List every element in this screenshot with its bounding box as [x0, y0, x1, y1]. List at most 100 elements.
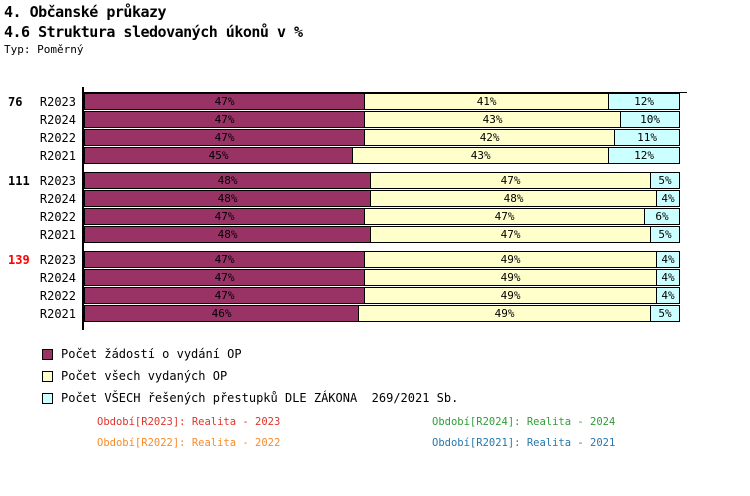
chart-legend: Počet žádostí o vydání OP Počet všech vyd…: [42, 343, 458, 409]
period-label: R2023: [39, 173, 76, 188]
legend-item: Počet žádostí o vydání OP: [42, 343, 458, 365]
footnote: Období[R2022]: Realita - 2022: [97, 437, 281, 449]
bar-row: R2023 47% 49% 4%: [0, 251, 750, 268]
y-axis-line: [82, 87, 84, 330]
bar-row: R2021 48% 47% 5%: [0, 226, 750, 243]
segment-value-label: 43%: [470, 149, 491, 162]
bar-segment: 10%: [620, 111, 680, 128]
segment-value-label: 4%: [661, 192, 675, 205]
segment-value-label: 5%: [658, 307, 672, 320]
legend-item: Počet všech vydaných OP: [42, 365, 458, 387]
segment-value-label: 42%: [479, 131, 500, 144]
bar-track: 47% 49% 4%: [84, 251, 680, 268]
period-label: R2024: [39, 270, 76, 285]
segment-value-label: 12%: [634, 149, 655, 162]
bar-group: 111 R2023 48% 47% 5% R2024 48% 48% 4% R2022 47% 47%…: [0, 172, 750, 243]
bar-track: 47% 42% 11%: [84, 129, 680, 146]
segment-value-label: 47%: [214, 131, 235, 144]
segment-value-label: 11%: [637, 131, 658, 144]
top-axis-line: [84, 92, 687, 93]
bar-segment: 5%: [650, 305, 680, 322]
bar-segment: 47%: [370, 172, 652, 189]
bar-track: 46% 49% 5%: [84, 305, 680, 322]
bar-segment: 43%: [364, 111, 622, 128]
bar-row: R2024 47% 49% 4%: [0, 269, 750, 286]
bar-track: 47% 41% 12%: [84, 93, 680, 110]
segment-value-label: 5%: [658, 228, 672, 241]
bar-row: R2021 46% 49% 5%: [0, 305, 750, 322]
bar-track: 48% 47% 5%: [84, 226, 680, 243]
bar-segment: 45%: [84, 147, 354, 164]
bar-segment: 5%: [650, 172, 680, 189]
segment-value-label: 6%: [655, 210, 669, 223]
segment-value-label: 47%: [214, 271, 235, 284]
bar-segment: 48%: [84, 226, 372, 243]
segment-value-label: 46%: [211, 307, 232, 320]
bar-segment: 48%: [370, 190, 658, 207]
bar-segment: 4%: [656, 190, 680, 207]
bar-segment: 48%: [84, 190, 372, 207]
bar-row: R2022 47% 47% 6%: [0, 208, 750, 225]
bar-row: R2021 45% 43% 12%: [0, 147, 750, 164]
segment-value-label: 4%: [661, 253, 675, 266]
bar-track: 48% 47% 5%: [84, 172, 680, 189]
legend-swatch: [42, 370, 53, 382]
bar-track: 47% 47% 6%: [84, 208, 680, 225]
segment-value-label: 49%: [494, 307, 515, 320]
bar-segment: 43%: [352, 147, 610, 164]
period-label: R2021: [39, 306, 76, 321]
bar-row: R2024 48% 48% 4%: [0, 190, 750, 207]
bar-group: 76 R2023 47% 41% 12% R2024 47% 43% 10% R2022 47% 42…: [0, 93, 750, 164]
bar-segment: 47%: [84, 287, 366, 304]
legend-label: Počet žádostí o vydání OP: [61, 347, 242, 361]
chart-title: 4.6 Struktura sledovaných úkonů v %: [4, 23, 303, 41]
segment-value-label: 4%: [661, 271, 675, 284]
segment-value-label: 47%: [214, 95, 235, 108]
bar-track: 47% 49% 4%: [84, 269, 680, 286]
segment-value-label: 41%: [476, 95, 497, 108]
legend-swatch: [42, 392, 53, 404]
legend-item: Počet VŠECH řešených přestupků DLE ZÁKON…: [42, 387, 458, 409]
bar-segment: 42%: [364, 129, 616, 146]
bar-segment: 49%: [364, 269, 658, 286]
segment-value-label: 47%: [494, 210, 515, 223]
bar-groups: 76 R2023 47% 41% 12% R2024 47% 43% 10% R2022 47% 42…: [0, 93, 750, 330]
bar-group: 139 R2023 47% 49% 4% R2024 47% 49% 4% R2022 47% 49%…: [0, 251, 750, 322]
segment-value-label: 47%: [214, 253, 235, 266]
bar-segment: 11%: [614, 129, 680, 146]
bar-row: R2022 47% 42% 11%: [0, 129, 750, 146]
bar-segment: 4%: [656, 287, 680, 304]
segment-value-label: 47%: [214, 210, 235, 223]
bar-segment: 47%: [364, 208, 646, 225]
segment-value-label: 49%: [500, 271, 521, 284]
bar-segment: 12%: [608, 93, 680, 110]
segment-value-label: 47%: [214, 113, 235, 126]
bar-segment: 48%: [84, 172, 372, 189]
segment-value-label: 43%: [482, 113, 503, 126]
bar-segment: 47%: [84, 129, 366, 146]
period-label: R2022: [39, 130, 76, 145]
bar-segment: 47%: [370, 226, 652, 243]
group-count-label: 111: [8, 174, 30, 188]
bar-segment: 41%: [364, 93, 610, 110]
period-label: R2021: [39, 148, 76, 163]
segment-value-label: 48%: [503, 192, 524, 205]
segment-value-label: 48%: [217, 174, 238, 187]
legend-label: Počet VŠECH řešených přestupků DLE ZÁKON…: [61, 391, 459, 405]
segment-value-label: 5%: [658, 174, 672, 187]
bar-track: 45% 43% 12%: [84, 147, 680, 164]
bar-track: 48% 48% 4%: [84, 190, 680, 207]
bar-track: 47% 49% 4%: [84, 287, 680, 304]
segment-value-label: 49%: [500, 289, 521, 302]
period-label: R2022: [39, 288, 76, 303]
segment-value-label: 47%: [500, 228, 521, 241]
group-count-label: 139: [8, 253, 30, 267]
segment-value-label: 47%: [500, 174, 521, 187]
legend-label: Počet všech vydaných OP: [61, 369, 228, 383]
period-label: R2024: [39, 191, 76, 206]
bar-row: R2023 47% 41% 12%: [0, 93, 750, 110]
footnote: Období[R2023]: Realita - 2023: [97, 416, 281, 428]
bar-segment: 6%: [644, 208, 680, 225]
segment-value-label: 10%: [640, 113, 660, 126]
bar-segment: 47%: [84, 208, 366, 225]
